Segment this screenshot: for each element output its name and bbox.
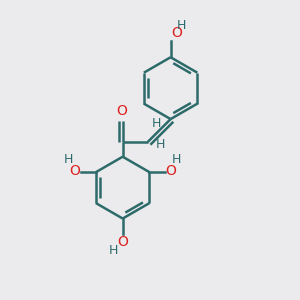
Text: O: O: [69, 164, 80, 178]
Text: H: H: [64, 153, 74, 166]
Text: H: H: [152, 117, 161, 130]
Text: H: H: [156, 138, 165, 152]
Text: H: H: [109, 244, 119, 257]
Text: O: O: [171, 26, 182, 40]
Text: H: H: [172, 153, 181, 166]
Text: O: O: [117, 235, 128, 249]
Text: H: H: [177, 19, 187, 32]
Text: O: O: [165, 164, 176, 178]
Text: O: O: [116, 104, 127, 118]
